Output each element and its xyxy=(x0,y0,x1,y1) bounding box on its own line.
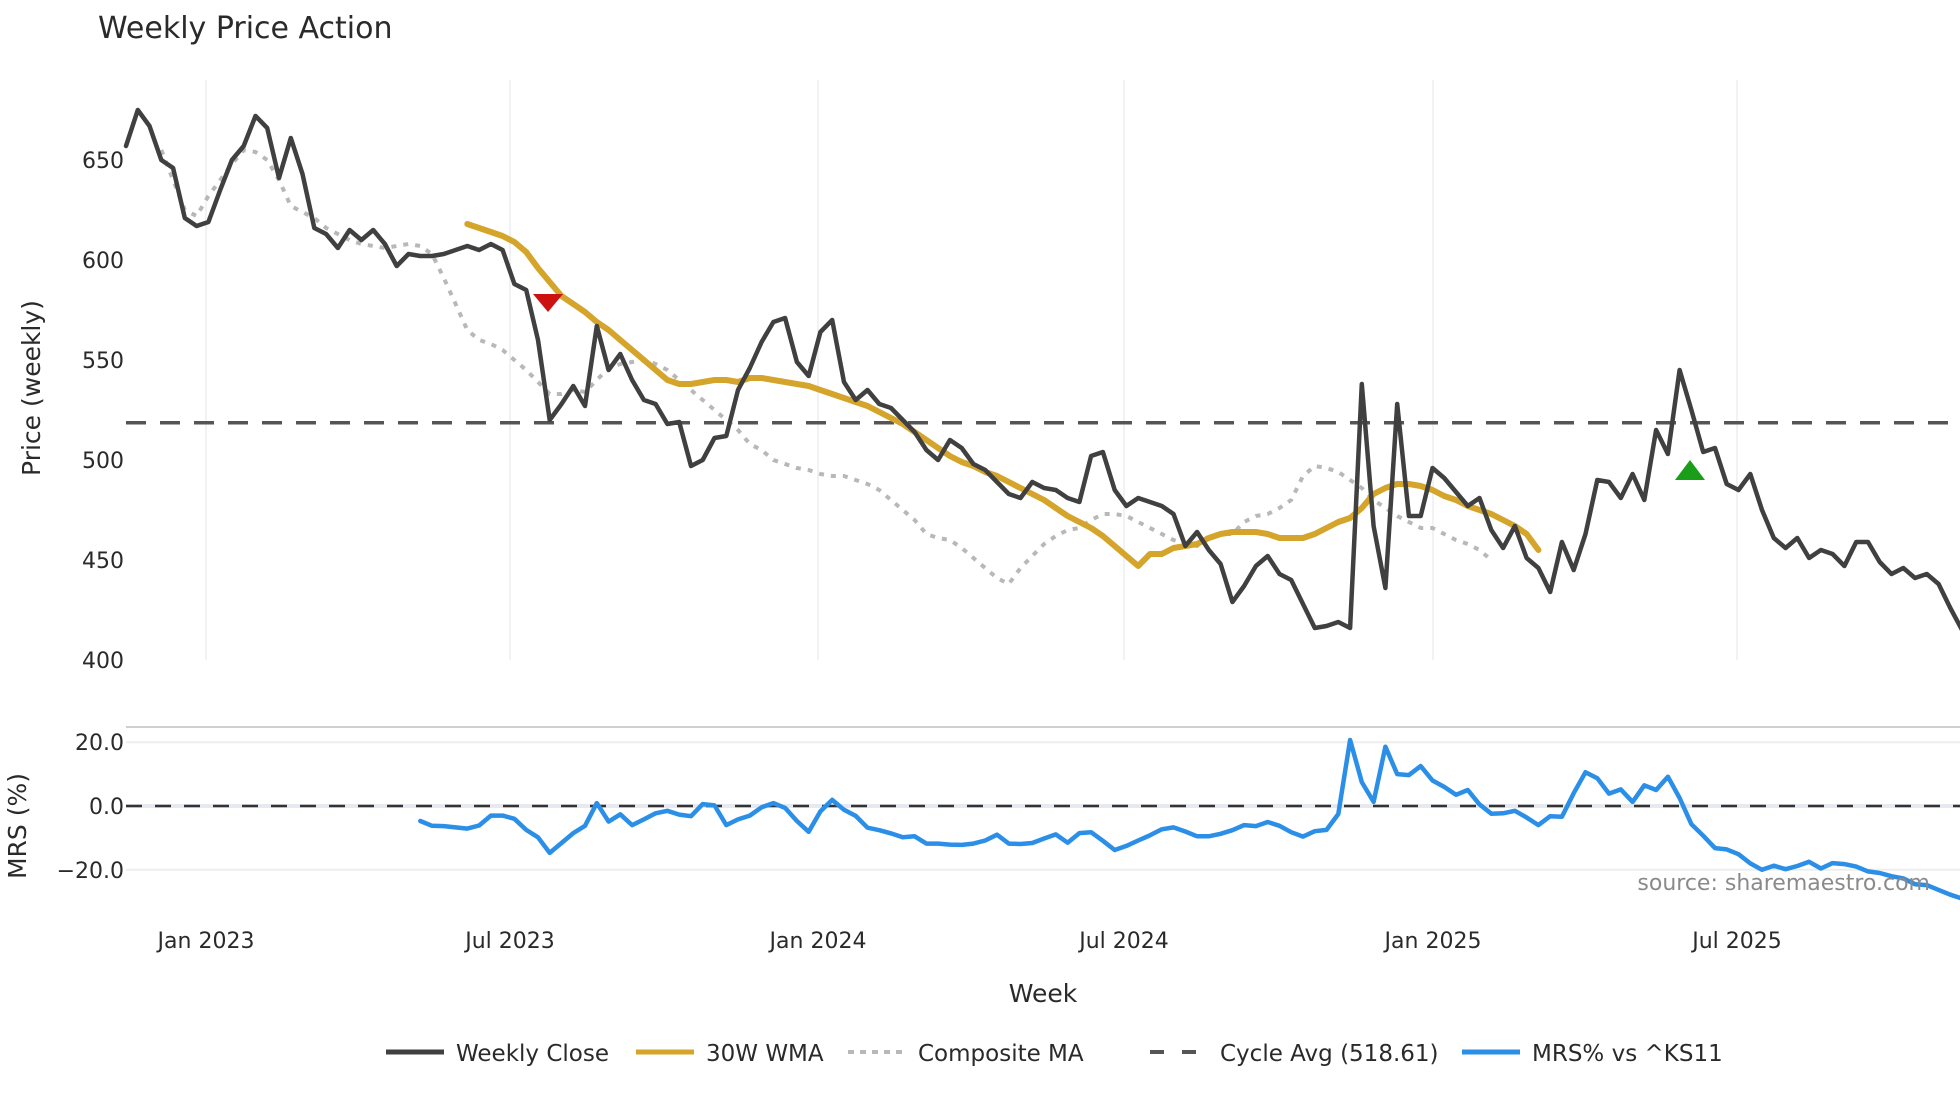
legend: Weekly Close 30W WMA Composite MA Cycle Avg… xyxy=(386,1041,1723,1067)
mrs-y-tick: 20.0 xyxy=(75,731,124,756)
x-tick: Jul 2024 xyxy=(1077,929,1169,954)
price-y-tick: 400 xyxy=(82,649,124,674)
price-y-tick: 550 xyxy=(82,349,124,374)
sell-signal-triangle-down-icon xyxy=(533,294,563,312)
x-tick: Jul 2023 xyxy=(463,929,555,954)
mrs-y-tick: 0.0 xyxy=(89,795,124,820)
price-y-tick: 500 xyxy=(82,449,124,474)
legend-item: 30W WMA xyxy=(636,1041,824,1067)
signal-markers xyxy=(533,294,1705,480)
x-tick: Jul 2025 xyxy=(1690,929,1782,954)
mrs-vs-ks11-line xyxy=(418,737,1960,901)
30w-wma-line xyxy=(464,221,1542,569)
price-y-axis-title: Price (weekly) xyxy=(17,300,46,476)
legend-item: Composite MA xyxy=(848,1041,1084,1067)
price-series-group xyxy=(123,107,1960,631)
mrs-y-tick: −20.0 xyxy=(57,859,124,884)
legend-label: MRS% vs ^KS11 xyxy=(1532,1041,1723,1067)
weekly-close-line xyxy=(123,107,1960,631)
price-y-tick: 600 xyxy=(82,249,124,274)
x-tick: Jan 2025 xyxy=(1383,929,1482,954)
source-note: source: sharemaestro.com xyxy=(1637,871,1930,896)
price-y-axis: 400 450 500 550 600 650 xyxy=(82,149,124,674)
legend-label: Cycle Avg (518.61) xyxy=(1220,1041,1439,1067)
price-y-tick: 650 xyxy=(82,149,124,174)
legend-item: Weekly Close xyxy=(386,1041,609,1067)
x-tick: Jan 2024 xyxy=(768,929,867,954)
price-gridlines xyxy=(205,80,1738,660)
buy-signal-triangle-up-icon xyxy=(1675,460,1705,480)
legend-label: 30W WMA xyxy=(706,1041,824,1067)
legend-label: Composite MA xyxy=(918,1041,1084,1067)
mrs-y-axis-title: MRS (%) xyxy=(3,773,32,879)
price-y-tick: 450 xyxy=(82,549,124,574)
x-axis-title: Week xyxy=(1009,979,1078,1008)
composite-ma-line xyxy=(159,148,1493,586)
legend-item: Cycle Avg (518.61) xyxy=(1150,1041,1439,1067)
x-axis: Jan 2023 Jul 2023 Jan 2024 Jul 2024 Jan 2025… xyxy=(156,929,1782,954)
legend-item: MRS% vs ^KS11 xyxy=(1462,1041,1723,1067)
x-tick: Jan 2023 xyxy=(156,929,255,954)
mrs-y-axis: −20.0 0.0 20.0 xyxy=(57,731,124,884)
legend-label: Weekly Close xyxy=(456,1041,609,1067)
chart-title: Weekly Price Action xyxy=(98,11,393,46)
mrs-series-group xyxy=(126,737,1960,901)
